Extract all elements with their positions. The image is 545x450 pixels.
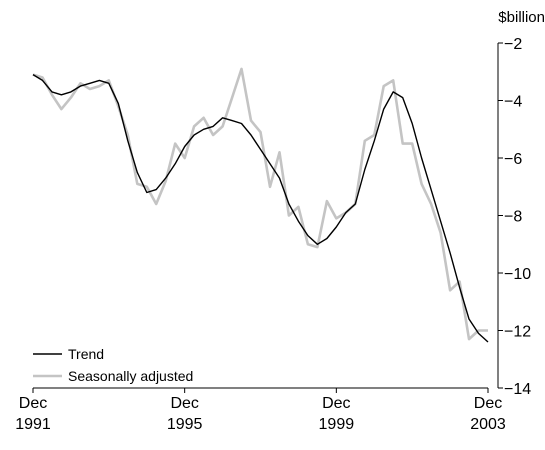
series-line-seasonally-adjusted: [32, 67, 488, 341]
x-tick-label-month: Dec: [322, 395, 350, 412]
y-tick-label: −8: [504, 209, 522, 226]
y-tick-label: −6: [504, 151, 522, 168]
legend-label-trend: Trend: [68, 346, 104, 362]
y-tick-label: −12: [504, 324, 531, 341]
series-layer: [32, 67, 489, 343]
y-tick-label: −2: [504, 36, 522, 53]
x-tick-label-year: 1999: [319, 416, 355, 433]
y-unit-label: $billion: [498, 9, 545, 26]
series-line-trend: [32, 74, 489, 343]
x-tick-label-year: 2003: [470, 416, 506, 433]
y-tick-label: −10: [504, 266, 531, 283]
axes: −2−4−6−8−10−12−14Dec1991Dec1995Dec1999De…: [15, 36, 531, 433]
legend: Trend Seasonally adjusted: [33, 346, 193, 384]
x-tick-label-month: Dec: [474, 395, 502, 412]
legend-label-seasonally-adjusted: Seasonally adjusted: [68, 368, 193, 384]
x-tick-label-month: Dec: [19, 395, 47, 412]
x-tick-label-month: Dec: [170, 395, 198, 412]
y-tick-label: −4: [504, 94, 522, 111]
y-tick-label: −14: [504, 381, 531, 398]
x-tick-label-year: 1991: [15, 416, 51, 433]
x-tick-label-year: 1995: [167, 416, 203, 433]
